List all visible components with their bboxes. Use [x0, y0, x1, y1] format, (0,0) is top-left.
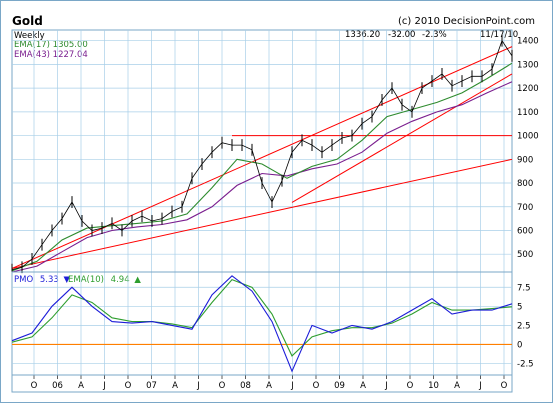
ema43-legend: EMA(43) 1227.04	[14, 50, 88, 60]
x-tick-label: J	[102, 381, 106, 391]
pmo-y-tick-label: 7.5	[517, 283, 531, 293]
price-y-tick-label: 1400	[517, 37, 539, 47]
x-tick-label: J	[478, 381, 482, 391]
pmo-y-tick-label: 0	[517, 340, 522, 350]
ema17-line	[11, 62, 513, 272]
x-tick-label: O	[125, 381, 132, 391]
pmo-value: 5.33	[40, 275, 59, 285]
pmo-ema-legend: EMA(10) 4.94 ▲	[68, 275, 141, 285]
pmo-ema-value: 4.94	[111, 275, 130, 285]
pmo-y-tick-label: 2.5	[517, 321, 531, 331]
price-y-tick-label: 600	[517, 226, 533, 236]
x-tick-label: O	[407, 381, 414, 391]
price-y-tick-label: 1300	[517, 60, 539, 70]
chart-title: Gold	[12, 14, 43, 28]
pmo-legend: PMO 5.33 ▼	[14, 275, 71, 285]
x-tick-label: A	[266, 381, 272, 391]
quote-change-pct: -2.3%	[422, 30, 447, 40]
price-y-tick-label: 1200	[517, 84, 539, 94]
x-tick-label: J	[384, 381, 388, 391]
price-panel: 500 600 700 800 900 1000 1100 1200 1300 1400	[11, 29, 539, 276]
x-tick-label: 08	[240, 381, 251, 391]
x-tick-label: A	[78, 381, 84, 391]
red-trendline	[11, 158, 513, 269]
x-tick-label: 09	[334, 381, 345, 391]
x-tick-label: A	[454, 381, 460, 391]
price-y-tick-label: 1100	[517, 108, 539, 118]
ema17-legend: EMA(17) 1305.00	[14, 40, 88, 50]
x-tick-label: A	[360, 381, 366, 391]
pmo-line	[11, 275, 513, 373]
pmo-y-tick-label: -2.5	[517, 360, 534, 370]
price-y-tick-label: 700	[517, 203, 533, 213]
quote-date: 11/17/10	[480, 30, 518, 40]
price-y-tick-label: 900	[517, 155, 533, 165]
pmo-ema-up-arrow-icon: ▲	[134, 275, 141, 285]
pmo-y-tick-label: 5	[517, 302, 522, 312]
pmo-ema-label: EMA(10)	[68, 275, 104, 285]
price-y-tick-label: 500	[517, 250, 533, 260]
x-tick-label: O	[501, 381, 508, 391]
price-y-tick-label: 800	[517, 179, 533, 189]
x-tick-label: O	[31, 381, 38, 391]
x-tick-label: J	[290, 381, 294, 391]
source-label: (c) 2010 DecisionPoint.com	[398, 16, 535, 27]
quote-last: 1336.20	[345, 30, 380, 40]
x-axis-frame	[11, 374, 513, 393]
pmo-label: PMO	[14, 275, 33, 285]
x-tick-label: A	[172, 381, 178, 391]
x-tick-label: O	[219, 381, 226, 391]
pmo-down-arrow-icon: ▼	[64, 275, 71, 285]
quote-change: -32.00	[388, 30, 415, 40]
x-tick-label: 06	[52, 381, 63, 391]
period-label: Weekly	[14, 31, 45, 41]
x-tick-label: 10	[428, 381, 439, 391]
ema43-line	[11, 81, 513, 273]
red-trendline	[291, 73, 513, 203]
x-tick-label: J	[196, 381, 200, 391]
pmo-ema-line	[11, 278, 513, 357]
price-y-tick-label: 1000	[517, 132, 539, 142]
x-tick-label: 07	[146, 381, 157, 391]
x-tick-label: O	[313, 381, 320, 391]
